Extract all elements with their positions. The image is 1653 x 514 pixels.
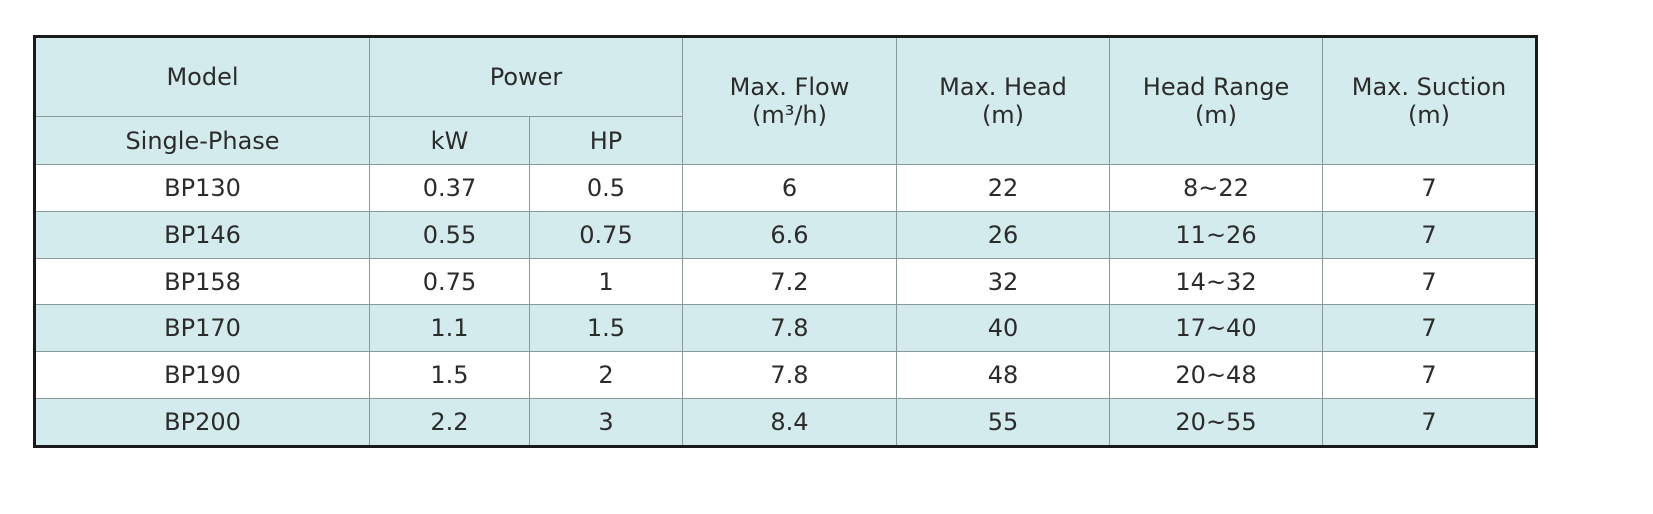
data-cell: 7 bbox=[1322, 351, 1537, 399]
table-body: Model Power Max. Flow (m³/h) Max. Head (m) H… bbox=[34, 36, 1537, 447]
header-row: Model Power Max. Flow (m³/h) Max. Head (m) H… bbox=[34, 36, 1537, 165]
data-cell: 2.2 bbox=[369, 398, 530, 447]
column-name: Max. Suction bbox=[1351, 73, 1507, 101]
data-row: BP158 0.75 1 7.2 32 14~32 7 bbox=[34, 258, 1537, 305]
data-cell: 1.5 bbox=[529, 304, 683, 352]
data-cell: 1 bbox=[529, 258, 683, 305]
data-cell: 0.55 bbox=[369, 211, 530, 259]
data-cell: 26 bbox=[896, 211, 1110, 259]
header-cell: Max. Head (m) bbox=[896, 36, 1110, 165]
data-cell: 0.75 bbox=[529, 211, 683, 259]
data-cell: 7 bbox=[1322, 304, 1537, 352]
data-row: BP146 0.55 0.75 6.6 26 11~26 7 bbox=[34, 211, 1537, 259]
data-cell: 3 bbox=[529, 398, 683, 447]
data-cell: BP200 bbox=[34, 398, 370, 447]
header-cell: kW bbox=[369, 116, 530, 165]
data-cell: 0.37 bbox=[369, 164, 530, 212]
header-cell: Max. Suction (m) bbox=[1322, 36, 1537, 165]
data-row: BP200 2.2 3 8.4 55 20~55 7 bbox=[34, 398, 1537, 447]
data-cell: 1.1 bbox=[369, 304, 530, 352]
header-cell: Power bbox=[369, 36, 683, 117]
data-cell: 7 bbox=[1322, 398, 1537, 447]
data-cell: 7 bbox=[1322, 211, 1537, 259]
data-cell: 6.6 bbox=[682, 211, 897, 259]
data-cell: 20~55 bbox=[1109, 398, 1323, 447]
data-cell: 6 bbox=[682, 164, 897, 212]
data-row: BP130 0.37 0.5 6 22 8~22 7 bbox=[34, 164, 1537, 212]
spec-table: Model Power Max. Flow (m³/h) Max. Head (m) H… bbox=[33, 35, 1538, 448]
data-cell: BP146 bbox=[34, 211, 370, 259]
data-cell: 8.4 bbox=[682, 398, 897, 447]
data-cell: 32 bbox=[896, 258, 1110, 305]
data-row: BP190 1.5 2 7.8 48 20~48 7 bbox=[34, 351, 1537, 399]
data-cell: 0.75 bbox=[369, 258, 530, 305]
data-cell: 0.5 bbox=[529, 164, 683, 212]
header-cell: HP bbox=[529, 116, 683, 165]
data-cell: 14~32 bbox=[1109, 258, 1323, 305]
column-unit: (m) bbox=[981, 101, 1025, 129]
column-name: Max. Flow bbox=[729, 73, 850, 101]
data-cell: 7.8 bbox=[682, 304, 897, 352]
header-cell: Model bbox=[34, 36, 370, 117]
data-cell: 7 bbox=[1322, 258, 1537, 305]
column-unit: (m³/h) bbox=[751, 101, 828, 129]
data-cell: 22 bbox=[896, 164, 1110, 212]
data-cell: 20~48 bbox=[1109, 351, 1323, 399]
data-row: BP170 1.1 1.5 7.8 40 17~40 7 bbox=[34, 304, 1537, 352]
data-cell: BP130 bbox=[34, 164, 370, 212]
spec-table-wrap: Model Power Max. Flow (m³/h) Max. Head (m) H… bbox=[33, 35, 1538, 448]
data-cell: BP190 bbox=[34, 351, 370, 399]
data-cell: 55 bbox=[896, 398, 1110, 447]
data-cell: 1.5 bbox=[369, 351, 530, 399]
data-cell: 2 bbox=[529, 351, 683, 399]
data-cell: 17~40 bbox=[1109, 304, 1323, 352]
data-cell: BP170 bbox=[34, 304, 370, 352]
header-row: Single-Phase kW HP bbox=[34, 116, 1537, 165]
column-name: Head Range bbox=[1142, 73, 1290, 101]
column-unit: (m) bbox=[1194, 101, 1238, 129]
data-cell: 11~26 bbox=[1109, 211, 1323, 259]
data-cell: 40 bbox=[896, 304, 1110, 352]
header-cell: Head Range (m) bbox=[1109, 36, 1323, 165]
data-cell: 7 bbox=[1322, 164, 1537, 212]
column-name: Max. Head bbox=[939, 73, 1067, 101]
data-cell: 7.2 bbox=[682, 258, 897, 305]
data-cell: 7.8 bbox=[682, 351, 897, 399]
header-cell: Max. Flow (m³/h) bbox=[682, 36, 897, 165]
data-cell: 48 bbox=[896, 351, 1110, 399]
column-unit: (m) bbox=[1407, 101, 1451, 129]
data-cell: BP158 bbox=[34, 258, 370, 305]
header-cell: Single-Phase bbox=[34, 116, 370, 165]
data-cell: 8~22 bbox=[1109, 164, 1323, 212]
